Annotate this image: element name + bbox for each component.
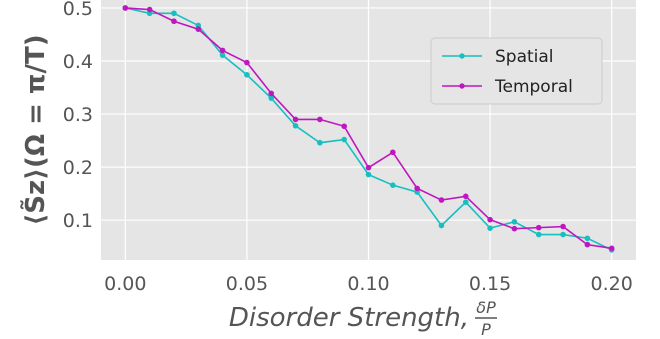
legend-label-spatial: Spatial [495,47,554,67]
data-point-spatial [511,218,518,225]
data-point-spatial [219,52,226,58]
data-point-temporal [584,241,591,248]
data-point-spatial [535,231,542,238]
data-point-spatial [462,199,469,205]
legend-box [430,37,603,105]
y-tick-label: 0.1 [63,210,93,232]
data-point-spatial [438,222,445,229]
x-axis-label-denominator: P [481,320,491,339]
x-axis-label: Disorder Strength, [229,303,469,333]
legend-label-temporal: Temporal [494,77,573,97]
data-point-spatial [317,139,323,146]
y-tick-label: 0.5 [63,0,93,20]
legend-marker-temporal [459,83,465,89]
y-tick-label: 0.2 [63,157,93,179]
grid [101,0,636,260]
y-tick-labels: 0.1 0.2 0.3 0.4 0.5 [63,0,93,232]
data-point-temporal [219,47,226,54]
data-point-spatial [268,95,275,101]
data-point-temporal [511,225,518,232]
x-tick-label: 0.00 [104,273,146,295]
data-point-temporal [146,6,153,13]
data-point-temporal [462,193,469,200]
x-tick-label: 0.20 [591,273,633,295]
data-point-spatial [560,231,566,238]
legend-marker-spatial [459,53,465,59]
data-point-temporal [195,26,202,32]
data-point-spatial [487,225,493,231]
data-point-temporal [122,5,129,11]
y-tick-label: 0.4 [63,51,93,73]
data-point-temporal [365,164,372,171]
data-point-temporal [438,197,445,203]
data-point-spatial [171,10,177,17]
data-point-temporal [608,245,615,252]
data-point-spatial [365,171,372,178]
data-point-temporal [341,123,347,130]
data-point-temporal [268,90,275,97]
x-tick-labels: 0.00 0.05 0.10 0.15 0.20 [104,273,633,295]
y-tick-label: 0.3 [63,104,93,126]
data-point-temporal [317,116,323,123]
data-point-temporal [390,149,396,156]
data-point-spatial [341,136,347,143]
x-tick-label: 0.05 [226,273,268,295]
data-point-temporal [171,18,177,25]
data-point-spatial [292,122,299,129]
data-point-temporal [292,116,299,123]
data-point-spatial [584,235,591,242]
series-lines [122,5,615,253]
x-axis-label-numerator: δP [476,298,496,317]
data-point-spatial [244,72,250,78]
legend: Spatial Temporal [430,37,603,105]
data-point-spatial [390,182,396,188]
data-point-temporal [560,223,566,230]
x-tick-label: 0.10 [347,273,389,295]
data-point-temporal [244,59,250,66]
x-tick-label: 0.15 [469,273,511,295]
data-point-temporal [414,185,420,192]
data-point-temporal [535,224,542,231]
data-point-temporal [487,216,493,223]
y-axis-label: ⟨S̃z⟩(Ω = π/T) [19,34,51,225]
